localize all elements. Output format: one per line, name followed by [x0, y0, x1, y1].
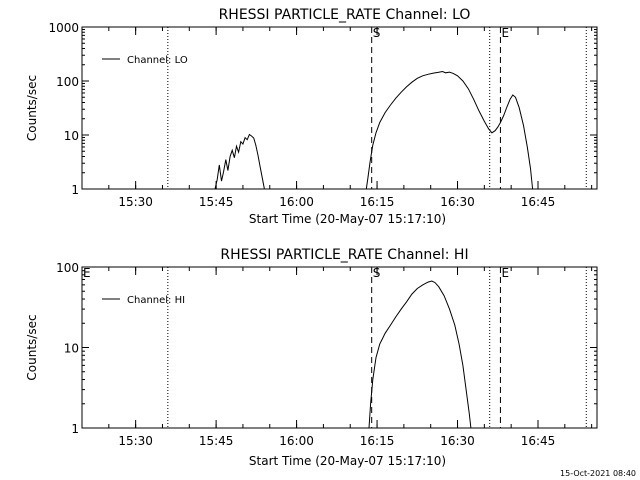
y-tick-label: 100 — [56, 75, 79, 89]
marker-label: E — [83, 266, 91, 280]
x-tick-label: 15:45 — [199, 195, 234, 209]
y-tick-label: 10 — [64, 342, 79, 356]
data-series-line — [365, 70, 534, 190]
x-tick-label: 16:30 — [440, 195, 475, 209]
marker-label: E — [501, 26, 509, 40]
legend-label: Channel: LO — [127, 55, 188, 66]
chart-title: RHESSI PARTICLE_RATE Channel: LO — [219, 7, 471, 23]
x-tick-label: 16:00 — [279, 195, 314, 209]
y-tick-label: 1000 — [48, 21, 79, 35]
x-tick-label: 16:45 — [521, 434, 556, 448]
y-axis-label: Counts/sec — [25, 75, 39, 141]
x-tick-label: 16:15 — [360, 434, 395, 448]
y-tick-label: 10 — [64, 129, 79, 143]
plot-frame — [81, 266, 598, 429]
x-axis-label: Start Time (20-May-07 15:17:10) — [249, 454, 446, 468]
x-axis-label: Start Time (20-May-07 15:17:10) — [249, 212, 446, 226]
y-axis-label: Counts/sec — [25, 314, 39, 380]
plot-frame — [81, 26, 598, 190]
marker-label: S — [373, 26, 381, 40]
x-tick-label: 15:30 — [118, 434, 153, 448]
data-series-line — [368, 280, 472, 429]
marker-label: E — [501, 266, 509, 280]
x-tick-label: 16:15 — [360, 195, 395, 209]
x-tick-label: 16:00 — [279, 434, 314, 448]
x-tick-label: 16:30 — [440, 434, 475, 448]
legend-label: Channel: HI — [127, 295, 185, 306]
y-tick-label: 1 — [71, 183, 79, 197]
x-tick-label: 16:45 — [521, 195, 556, 209]
x-tick-label: 15:45 — [199, 434, 234, 448]
y-tick-label: 100 — [56, 261, 79, 275]
chart-title: RHESSI PARTICLE_RATE Channel: HI — [220, 247, 468, 263]
marker-label: S — [373, 266, 381, 280]
y-tick-label: 1 — [71, 422, 79, 436]
data-series-line — [214, 133, 265, 190]
panel-lo: RHESSI PARTICLE_RATE Channel: LO Counts/s… — [25, 7, 598, 226]
timestamp-label: 15-Oct-2021 08:40 — [560, 469, 636, 478]
panel-hi: RHESSI PARTICLE_RATE Channel: HI Counts/s… — [25, 247, 598, 468]
x-tick-label: 15:30 — [118, 195, 153, 209]
